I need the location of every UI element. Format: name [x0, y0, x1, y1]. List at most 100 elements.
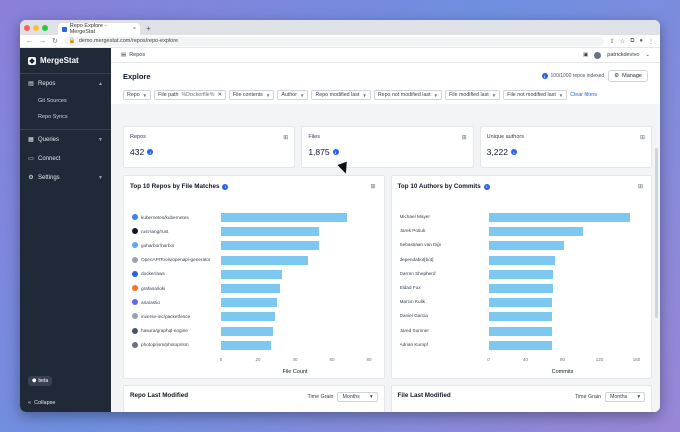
page-title: Explore [123, 71, 151, 81]
maximize-window-button[interactable] [42, 24, 48, 31]
sidebar-item-repos[interactable]: ▤ Repos ▲ [20, 74, 111, 93]
scrollbar[interactable] [655, 148, 658, 318]
forward-icon[interactable]: → [39, 37, 46, 45]
sidebar-subitem-repo-syncs[interactable]: Repo Syncs [38, 114, 68, 120]
minimize-window-button[interactable] [33, 24, 39, 31]
filter-file-modified-last[interactable]: File modified last ▼ [445, 90, 501, 100]
breadcrumb[interactable]: Repos [129, 52, 146, 58]
bar[interactable] [488, 312, 553, 322]
menu-icon[interactable]: ⋮ [648, 38, 654, 45]
reload-icon[interactable]: ↻ [52, 38, 58, 45]
bar-label: Jarek Potiuk [400, 228, 485, 233]
bar[interactable] [488, 255, 556, 265]
table-view-icon[interactable]: ⊞ [639, 135, 645, 141]
info-icon[interactable]: i [510, 149, 517, 155]
filter-value[interactable]: %Dockerfile% [181, 92, 215, 98]
filter-repo-not-modified-last[interactable]: Repo not modified last ▼ [373, 90, 442, 100]
chevron-up-icon: ▲ [98, 80, 103, 87]
info-icon[interactable]: i [483, 183, 490, 190]
chevron-down-icon: ▾ [637, 394, 640, 400]
table-view-icon[interactable]: ⊞ [637, 184, 643, 190]
category-text: aria/astio [141, 299, 161, 305]
x-tick-label: 80 [559, 357, 566, 362]
bar[interactable] [488, 326, 553, 336]
time-grain-select[interactable]: Months ▾ [337, 392, 378, 402]
window-controls [24, 20, 48, 35]
new-tab-button[interactable]: + [146, 24, 151, 33]
manage-button[interactable]: ⚙ Manage [608, 70, 648, 82]
bar[interactable] [221, 312, 275, 322]
bar[interactable] [221, 326, 273, 336]
info-icon[interactable]: i [222, 183, 229, 190]
bar-label: Adrian Kumpf [400, 342, 485, 347]
bar[interactable] [221, 284, 281, 293]
table-view-icon[interactable]: ⊞ [283, 135, 289, 141]
bar-label: Sebastiaan van Dijn [400, 242, 485, 247]
profile-icon[interactable]: ● [639, 37, 643, 44]
filter-file-path[interactable]: File path %Dockerfile% ✕ [154, 90, 226, 100]
chevron-down-icon: ▾ [369, 394, 373, 400]
x-tick-label: 80 [366, 357, 372, 362]
bookmark-icon[interactable]: ☆ [619, 38, 626, 45]
bar[interactable] [488, 284, 554, 293]
info-icon[interactable]: i [332, 149, 339, 155]
sidebar-item-settings[interactable]: ⚙ Settings ▼ [20, 168, 111, 187]
bar[interactable] [221, 255, 308, 265]
user-name[interactable]: patrickdevivo [607, 52, 640, 58]
gear-icon: ⚙ [28, 175, 34, 181]
table-view-icon[interactable]: ⊞ [461, 135, 467, 141]
bar[interactable] [221, 213, 347, 222]
extensions-icon[interactable]: ⧉ [630, 37, 635, 44]
repos-card: Repos 432 i ⊞ [123, 126, 296, 168]
bar[interactable] [488, 227, 583, 237]
close-icon[interactable]: ✕ [217, 92, 222, 98]
info-icon[interactable]: i [147, 149, 154, 155]
info-icon: i [541, 73, 548, 79]
filter-repo[interactable]: Repo ▼ [123, 90, 152, 100]
bar[interactable] [221, 227, 320, 237]
repo-icon: ▤ [121, 52, 127, 58]
filter-author[interactable]: Author ▼ [277, 90, 309, 100]
brand-logo[interactable]: MergeStat [20, 48, 111, 73]
back-icon[interactable]: ← [26, 37, 33, 45]
clear-filters-link[interactable]: Clear filters [570, 92, 598, 98]
close-window-button[interactable] [24, 24, 30, 31]
docs-icon[interactable]: ▣ [583, 52, 589, 58]
card-label: Files [308, 134, 320, 140]
time-grain-select[interactable]: Months ▾ [604, 392, 645, 402]
bar[interactable] [488, 298, 553, 308]
bar[interactable] [488, 340, 553, 350]
file-last-modified-panel: File Last Modified Time Grain Months ▾ [390, 385, 652, 412]
avatar[interactable] [594, 51, 602, 59]
filter-file-contents[interactable]: File contents ▼ [228, 90, 275, 100]
url-field[interactable]: 🔒 demo.mergestat.com/repos/repo-explore [63, 36, 604, 46]
filter-label: Repo modified last [315, 92, 360, 98]
time-grain-value: Months [342, 394, 360, 400]
chevron-down-icon[interactable]: ⌄ [645, 52, 650, 58]
bar[interactable] [221, 241, 320, 251]
bar[interactable] [221, 298, 277, 308]
category-text: Jarek Potiuk [399, 228, 426, 234]
filter-label: Author [281, 92, 297, 98]
bar[interactable] [488, 269, 554, 279]
sidebar-subitem-git-sources[interactable]: Git Sources [38, 98, 67, 104]
bar[interactable] [221, 269, 283, 279]
table-view-icon[interactable]: ⊞ [370, 184, 376, 190]
filter-label: Repo not modified last [377, 92, 431, 98]
bar-label: Daniel Garcia [400, 313, 485, 318]
sidebar-item-queries[interactable]: ▦ Queries ▼ [20, 130, 111, 149]
bar[interactable] [488, 241, 565, 251]
sidebar-item-connect[interactable]: ▭ Connect [20, 149, 111, 168]
card-label: Repos [130, 134, 146, 140]
bar-label: goharbor/harbor [132, 242, 217, 249]
collapse-button[interactable]: « Collapse [28, 400, 55, 406]
repo-avatar-icon [132, 313, 138, 320]
browser-tab[interactable]: Repo Explore - MergeStat × [58, 23, 140, 35]
share-icon[interactable]: ⇪ [609, 38, 615, 45]
top-repos-chart: Top 10 Repos by File Matches i ⊞ kubernet… [123, 175, 385, 379]
close-tab-icon[interactable]: × [132, 26, 136, 32]
bar[interactable] [221, 340, 271, 350]
bar[interactable] [488, 213, 631, 222]
filter-file-not-modified-last[interactable]: File not modified last ▼ [503, 90, 568, 100]
filter-repo-modified-last[interactable]: Repo modified last ▼ [311, 90, 371, 100]
